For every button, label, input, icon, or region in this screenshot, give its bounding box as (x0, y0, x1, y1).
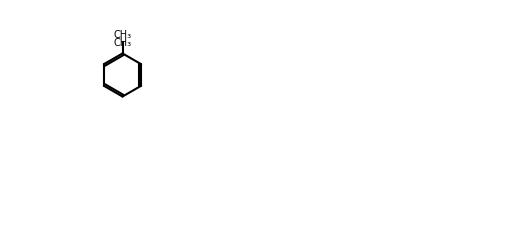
Text: CH₃: CH₃ (114, 30, 132, 40)
Text: CH₃: CH₃ (114, 38, 132, 48)
